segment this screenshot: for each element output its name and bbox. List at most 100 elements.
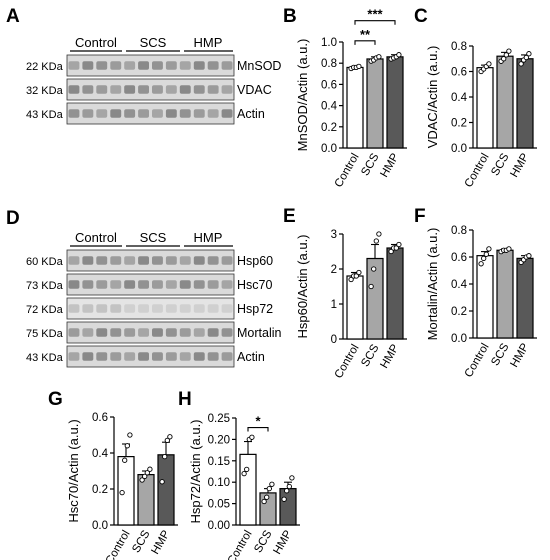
y-tick-label: 0.8 [321, 58, 337, 70]
blot-band [152, 280, 163, 289]
data-point [167, 434, 173, 440]
data-point [376, 54, 382, 60]
bar-hmp [157, 454, 175, 526]
y-tick-label: 0.0 [451, 143, 467, 155]
blot-kda-label: 32 KDa [26, 85, 64, 97]
significance-label: *** [367, 7, 383, 22]
blot-band [193, 352, 205, 361]
blot-band [193, 109, 205, 118]
blot-band [82, 109, 94, 118]
blot-band [165, 61, 177, 70]
blot-band [68, 304, 80, 313]
data-point [122, 457, 128, 463]
y-tick-label: 0.6 [92, 412, 108, 424]
data-point [371, 266, 377, 272]
bar-hmp [279, 488, 297, 526]
x-tick-label: Control [226, 529, 255, 560]
y-tick-label: 0.05 [208, 499, 230, 511]
blot-band [152, 109, 163, 118]
blot-band [221, 280, 233, 289]
y-tick-label: 1.0 [321, 37, 337, 49]
x-tick-label: HMP [271, 528, 294, 556]
y-axis-label: Hsp60/Actin (a.u.) [295, 234, 310, 338]
blot-band [152, 352, 163, 361]
data-point [506, 246, 512, 252]
data-point [264, 494, 270, 500]
data-point [127, 432, 133, 438]
blot-band [138, 352, 149, 361]
bar-hmp [386, 56, 404, 149]
panel-letter-c: C [414, 6, 428, 27]
blot-band [68, 328, 80, 337]
data-point [503, 52, 509, 58]
data-point [266, 485, 272, 492]
blot-band [207, 352, 219, 361]
blot-band [124, 109, 136, 118]
blot-band [110, 256, 122, 265]
bar-chart-f: 0.0 0.2 0.4 0.6 0.8 Mortalin/Actin (a.u.) Cont… [425, 225, 537, 380]
data-point [501, 56, 507, 62]
data-point [526, 253, 532, 259]
x-tick-label: HMP [149, 528, 172, 556]
blot-kda-label: 22 KDa [26, 61, 64, 73]
bar-scs [366, 58, 384, 149]
blot-band [207, 256, 219, 265]
blot-band [165, 256, 177, 265]
bar-chart-b: 0.0 0.2 0.4 0.6 0.8 1.0 MnSOD/Actin (a.u.) Cont… [295, 7, 407, 190]
y-tick-label: 0.2 [92, 484, 108, 496]
panel-letter-d: D [6, 208, 20, 229]
y-tick-label: 0.20 [208, 434, 230, 446]
blot-strip-mnsod [66, 54, 235, 77]
blot-band [124, 280, 136, 289]
blot-band [96, 61, 108, 70]
blot-band [221, 328, 233, 337]
bar-hmp [516, 58, 534, 149]
data-point [284, 488, 290, 494]
data-point [348, 276, 354, 283]
blot-kda-label: 75 KDa [26, 328, 64, 340]
blot-band [110, 85, 122, 94]
western-blot-d: Control SCS HMP 60 KDa 73 KDa 72 KDa 75 … [26, 230, 282, 368]
blot-band [138, 256, 149, 265]
y-tick-label: 0.2 [451, 118, 467, 130]
x-tick-label: Control [333, 343, 362, 381]
y-axis-label: Mortalin/Actin (a.u.) [425, 228, 440, 341]
blot-band [110, 304, 122, 313]
blot-protein-label: Hsc70 [237, 278, 272, 292]
blot-band [165, 109, 177, 118]
blot-kda-label: 72 KDa [26, 304, 64, 316]
blot-protein-label: Actin [237, 350, 265, 364]
blot-band [138, 304, 149, 313]
y-tick-label: 0.6 [321, 79, 337, 91]
blot-band [152, 328, 163, 337]
blot-strip-hsp60 [66, 249, 235, 272]
data-point [159, 479, 165, 485]
blot-band [68, 256, 80, 265]
x-tick-label: Control [463, 152, 492, 190]
blot-strip-actin [66, 102, 235, 125]
blot-band [82, 352, 94, 361]
y-tick-label: 0.00 [208, 520, 230, 532]
blot-band [179, 328, 191, 337]
blot-protein-label: Actin [237, 107, 265, 121]
blot-band [68, 280, 80, 289]
blot-band [68, 352, 80, 361]
blot-band [110, 61, 122, 70]
blot-band [124, 85, 136, 94]
blot-strip-vdac [66, 78, 235, 101]
blot-band [165, 280, 177, 289]
data-point [249, 434, 255, 440]
blot-band [82, 85, 94, 94]
bar-scs [496, 249, 514, 339]
data-point [518, 61, 524, 67]
data-point [368, 283, 374, 290]
bar-scs [137, 474, 155, 526]
blot-band [221, 109, 233, 118]
blot-band [165, 304, 177, 313]
blot-band [82, 328, 94, 337]
x-tick-label: Control [333, 152, 362, 190]
blot-band [193, 328, 205, 337]
blot-band [207, 61, 219, 70]
y-tick-label: 0 [331, 334, 337, 346]
